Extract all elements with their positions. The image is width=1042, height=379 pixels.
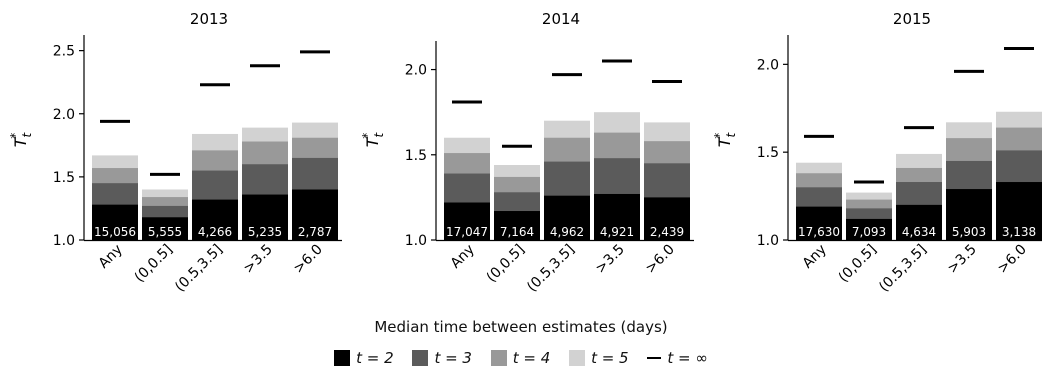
legend-swatch-t2 — [334, 349, 351, 366]
legend-swatch-t3 — [412, 349, 429, 366]
legend-item-t5: t = 5 — [569, 349, 629, 367]
bar-count-label: 17,630 — [798, 225, 840, 239]
bar-t2 — [242, 194, 288, 240]
x-axis-label: Median time between estimates (days) — [374, 318, 668, 336]
bar-count-label: 4,634 — [902, 225, 936, 239]
bar-t2 — [192, 199, 238, 240]
y-tick-label: 1.0 — [757, 233, 779, 249]
legend: t = 2 t = 3 t = 4 t = 5 t = ∞ — [0, 348, 1042, 367]
bar-t2 — [896, 204, 942, 240]
x-tick-label: >6.0 — [290, 242, 325, 277]
y-tick-label: 2.0 — [405, 63, 427, 79]
bar-t2 — [494, 211, 540, 240]
x-tick-label: Any — [96, 242, 126, 272]
legend-item-t2: t = 2 — [334, 349, 394, 367]
x-tick-label: >3.5 — [592, 242, 627, 277]
bar-t2 — [142, 217, 188, 240]
legend-item-t3: t = 3 — [412, 349, 472, 367]
y-tick-label: 2.0 — [757, 57, 779, 73]
bar-t2 — [594, 193, 640, 240]
y-tick-label: 2.0 — [53, 107, 75, 123]
bar-t2 — [92, 204, 138, 240]
panel-title: 2014 — [542, 10, 580, 28]
bar-count-label: 15,056 — [94, 225, 136, 239]
legend-item-tinf: t = ∞ — [647, 348, 708, 367]
legend-label-t3: t = 3 — [434, 348, 472, 367]
x-tick-label: >6.0 — [994, 242, 1029, 277]
x-tick-label: >6.0 — [642, 242, 677, 277]
bar-count-label: 17,047 — [446, 225, 488, 239]
x-tick-label: Any — [448, 242, 478, 272]
bar-t2 — [644, 197, 690, 240]
legend-line-tinf — [647, 356, 662, 359]
y-tick-label: 1.5 — [405, 148, 427, 164]
y-axis-label: Tt* — [8, 131, 34, 147]
y-tick-label: 1.0 — [405, 233, 427, 249]
x-tick-label: (0.5,3.5] — [876, 242, 930, 296]
legend-label-t4: t = 4 — [512, 348, 551, 367]
legend-label-t5: t = 5 — [591, 348, 629, 367]
x-tick-label: (0,0.5] — [484, 242, 528, 286]
bar-t2 — [292, 189, 338, 240]
bar-t2 — [846, 218, 892, 240]
bar-count-label: 7,093 — [852, 225, 886, 239]
bar-count-label: 4,266 — [198, 225, 232, 239]
panel-title: 2013 — [190, 10, 228, 28]
x-tick-label: >3.5 — [944, 242, 979, 277]
x-tick-label: (0.5,3.5] — [524, 242, 578, 296]
legend-item-t4: t = 4 — [490, 348, 551, 367]
panel-2014: 2014 Tt* 17,047 Any 7,164 (0,0.5] 4,962 (0.5,3.… — [360, 10, 694, 295]
x-tick-label: >3.5 — [240, 242, 275, 277]
bar-count-label: 2,787 — [298, 225, 332, 239]
bar-t2 — [796, 206, 842, 240]
legend-swatch-t5 — [569, 349, 586, 366]
y-tick-label: 1.5 — [53, 170, 75, 186]
y-tick-label: 1.0 — [53, 233, 75, 249]
y-axis-label: Tt* — [360, 131, 386, 147]
legend-swatch-t4 — [490, 349, 507, 366]
x-tick-label: Any — [800, 242, 830, 272]
legend-label-tinf: t = ∞ — [667, 348, 708, 367]
y-axis-label: Tt* — [712, 131, 738, 147]
bar-count-label: 5,555 — [148, 225, 182, 239]
panel-2013: 2013 Tt* 15,056 Any 5,555 (0,0.5] 4,266 (0.5,3.… — [8, 10, 342, 295]
panel-title: 2015 — [893, 10, 931, 28]
bar-t2 — [444, 202, 490, 240]
bar-t2 — [996, 182, 1042, 240]
bar-count-label: 2,439 — [650, 225, 684, 239]
bar-count-label: 3,138 — [1002, 225, 1036, 239]
y-tick-label: 2.5 — [53, 44, 75, 60]
bar-t2 — [946, 189, 992, 240]
x-tick-label: (0,0.5] — [132, 242, 176, 286]
legend-label-t2: t = 2 — [356, 348, 394, 367]
bar-t2 — [544, 195, 590, 240]
bar-count-label: 7,164 — [500, 225, 534, 239]
x-tick-label: (0.5,3.5] — [172, 242, 226, 296]
bar-count-label: 4,962 — [550, 225, 584, 239]
bar-count-label: 4,921 — [600, 225, 634, 239]
x-tick-label: (0,0.5] — [836, 242, 880, 286]
bar-count-label: 5,903 — [952, 225, 986, 239]
y-tick-label: 1.5 — [757, 145, 779, 161]
panel-2015: 2015 Tt* 17,630 Any 7,093 (0,0.5] 4,634 (0.5,3.… — [712, 10, 1042, 295]
bar-count-label: 5,235 — [248, 225, 282, 239]
